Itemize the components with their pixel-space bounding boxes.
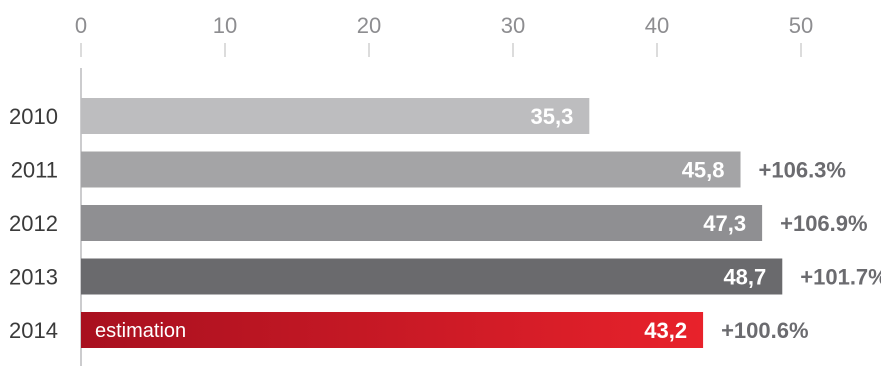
value-label: 35,3 (530, 104, 573, 129)
category-label: 2010 (9, 104, 58, 129)
category-label: 2013 (9, 265, 58, 290)
category-label: 2011 (11, 158, 58, 183)
value-label: 45,8 (682, 158, 725, 183)
value-label: 48,7 (723, 265, 766, 290)
value-label: 43,2 (644, 318, 687, 343)
bar-note: estimation (95, 320, 186, 342)
bar-2013 (81, 258, 783, 295)
x-tick-label: 40 (645, 13, 669, 38)
bar-2014 (81, 312, 704, 348)
bars (81, 98, 783, 348)
bar-2012 (81, 205, 763, 241)
change-label: +106.3% (759, 158, 846, 183)
x-tick-label: 20 (357, 13, 381, 38)
change-label: +101.7% (800, 265, 881, 290)
bar-2011 (81, 151, 741, 188)
bar-2010 (81, 98, 590, 134)
change-label: +100.6% (721, 318, 808, 343)
x-tick-label: 30 (501, 13, 525, 38)
x-tick-label: 0 (75, 13, 87, 38)
category-label: 2014 (9, 318, 58, 343)
labels: 2010 35,3 2011 45,8 +106.3% 2012 47,3 +106.9% 20… (9, 104, 881, 343)
category-label: 2012 (9, 211, 58, 236)
change-label: +106.9% (780, 211, 867, 236)
value-label: 47,3 (703, 211, 746, 236)
x-tick-label: 50 (789, 13, 813, 38)
x-tick-label: 10 (213, 13, 237, 38)
